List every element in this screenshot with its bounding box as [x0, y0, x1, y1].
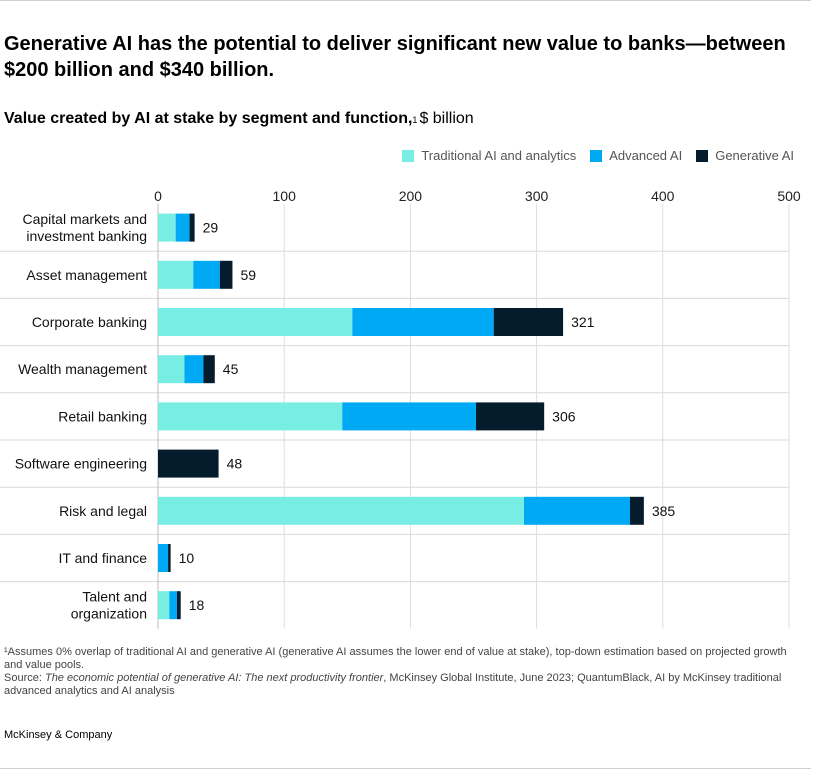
category-label: organization [71, 606, 147, 622]
bar-segment-generative [176, 591, 181, 620]
category-label: Asset management [26, 267, 147, 283]
bar-total-label: 29 [203, 220, 219, 236]
bar-segment-advanced [523, 496, 630, 525]
x-tick-label: 300 [525, 188, 549, 204]
legend-swatch-advanced [590, 149, 603, 162]
bar-total-label: 18 [189, 597, 205, 613]
category-label: investment banking [26, 228, 147, 244]
bar-segment-traditional [158, 402, 343, 431]
category-label: Talent and [82, 589, 147, 605]
x-tick-label: 0 [154, 188, 162, 204]
bar-segment-traditional [158, 213, 176, 242]
source-prefix: Source: [4, 672, 45, 684]
bar-segment-advanced [158, 544, 169, 572]
legend-item-generative: Generative AI [696, 148, 794, 163]
legend-swatch-generative [696, 149, 709, 162]
bar-segment-advanced [184, 355, 204, 384]
category-label: Risk and legal [59, 503, 147, 519]
bar-segment-traditional [158, 355, 185, 384]
bar-total-label: 45 [223, 361, 239, 377]
legend-label-generative: Generative AI [715, 148, 794, 163]
bar-segment-generative [493, 308, 564, 336]
chart-headline: Generative AI has the potential to deliv… [4, 33, 786, 81]
brand-logo-text: McKinsey & Company [4, 729, 113, 741]
category-label: Retail banking [58, 408, 147, 424]
category-label: Capital markets and [22, 211, 147, 227]
bar-total-label: 321 [571, 314, 595, 330]
footnote-source: Source: The economic potential of genera… [4, 672, 794, 698]
category-label: Corporate banking [32, 314, 147, 330]
category-label: Wealth management [18, 361, 147, 377]
legend-swatch-traditional [402, 149, 415, 162]
x-tick-label: 400 [651, 188, 675, 204]
bar-segment-traditional [158, 260, 194, 289]
legend-item-advanced: Advanced AI [590, 148, 682, 163]
bar-segment-generative [168, 544, 171, 572]
bar-total-label: 385 [652, 503, 676, 519]
legend-item-traditional: Traditional AI and analytics [402, 148, 576, 163]
bottom-rule [0, 768, 811, 769]
bar-segment-advanced [175, 213, 190, 242]
bar-total-label: 306 [552, 408, 576, 424]
bar-segment-traditional [158, 308, 353, 336]
source-rest: , McKinsey Global Institute, June 2023; … [4, 672, 782, 697]
legend-label-advanced: Advanced AI [609, 148, 683, 163]
bar-total-label: 59 [240, 267, 256, 283]
bar-total-label: 10 [179, 550, 195, 566]
chart-legend: Traditional AI and analytics Advanced AI… [388, 148, 794, 163]
x-tick-label: 100 [273, 188, 297, 204]
chart-footnote: ¹Assumes 0% overlap of traditional AI an… [4, 646, 794, 698]
bar-segment-advanced [342, 402, 477, 431]
bar-segment-generative [629, 496, 644, 525]
bar-segment-traditional [158, 496, 524, 525]
bar-total-label: 48 [227, 456, 243, 472]
bar-segment-advanced [193, 260, 220, 289]
stacked-bar-chart: 0 100 200 300 400 500 29 Capital markets andinv… [0, 188, 801, 629]
bar-segment-generative [203, 355, 215, 384]
top-rule [0, 0, 811, 1]
subtitle-main: Value created by AI at stake by segment … [4, 110, 413, 127]
source-title: The economic potential of generative AI:… [44, 672, 384, 684]
bar-segment-advanced [352, 308, 494, 336]
bar-segment-generative [189, 213, 195, 242]
chart-subtitle: Value created by AI at stake by segment … [4, 109, 474, 129]
bar-segment-traditional [158, 591, 170, 620]
bar-segment-generative [219, 260, 233, 289]
footnote-marker: 1 [412, 115, 418, 125]
category-label: IT and finance [59, 550, 148, 566]
bar-segment-advanced [169, 591, 177, 620]
category-label: Software engineering [15, 456, 147, 472]
bar-segment-generative [476, 402, 545, 431]
bar-segment-generative [158, 449, 219, 478]
subtitle-unit: $ billion [419, 110, 474, 127]
footnote-note: ¹Assumes 0% overlap of traditional AI an… [4, 646, 787, 671]
x-tick-label: 200 [399, 188, 423, 204]
x-tick-label: 500 [777, 188, 801, 204]
legend-label-traditional: Traditional AI and analytics [421, 148, 577, 163]
